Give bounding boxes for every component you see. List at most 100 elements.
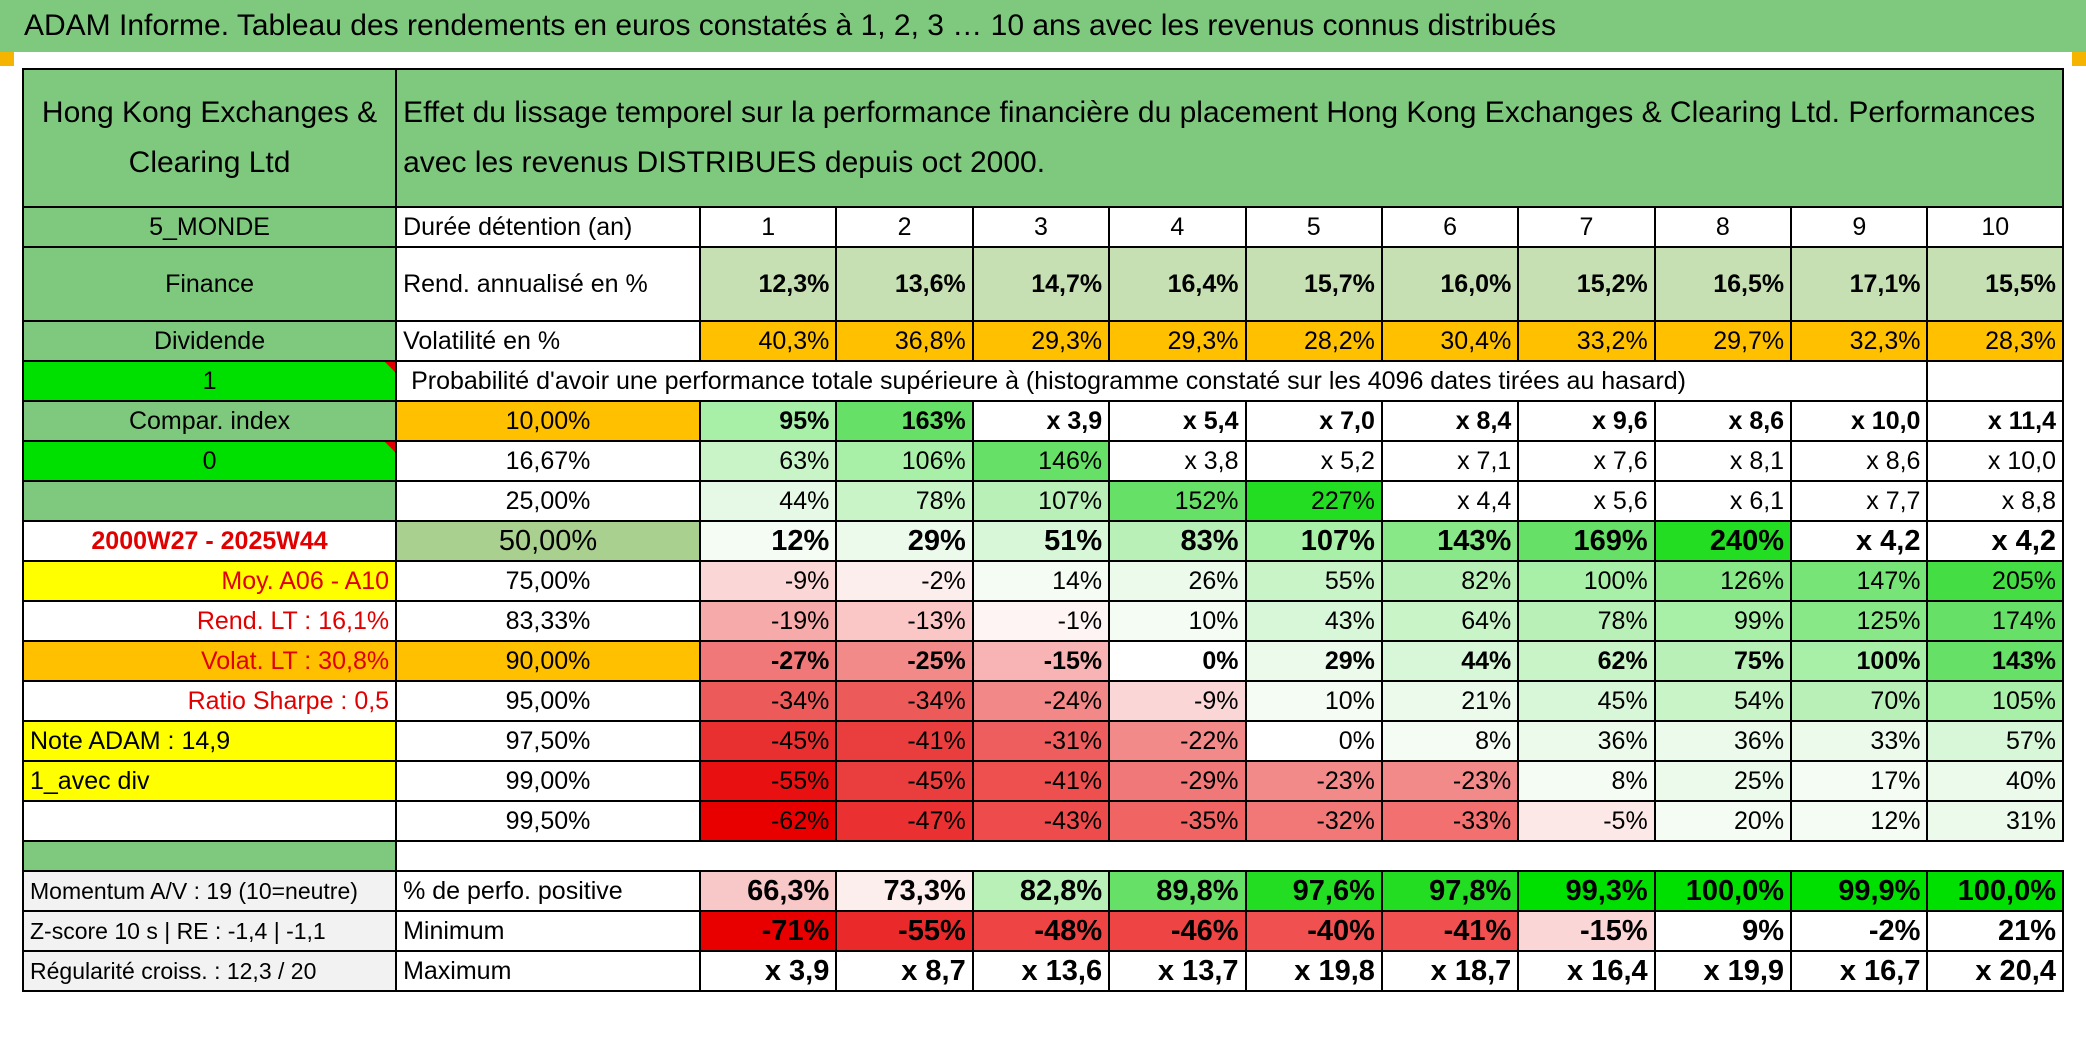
probability-cell: 29% [1244,640,1383,682]
probability-title: Probabilité d'avoir une performance tota… [395,360,1792,402]
probability-threshold: 99,00% [395,760,701,802]
annual-return-cell: 17,1% [1790,246,1929,322]
probability-cell: 64% [1380,600,1520,642]
probability-cell: 20% [1653,800,1793,842]
annual-return-cell: 16,5% [1653,246,1793,322]
probability-cell: 227% [1244,480,1383,522]
probability-cell: -32% [1244,800,1383,842]
annual-return-label: Rend. annualisé en % [395,246,701,322]
probability-cell: 70% [1790,680,1929,722]
volatility-cell: 29,3% [971,320,1111,362]
probability-cell: x 11,4 [1926,400,2064,442]
probability-cell: 163% [835,400,974,442]
zscore-label: Z-score 10 s | RE : -1,4 | -1,1 [21,910,398,952]
probability-cell: x 4,2 [1926,520,2064,562]
probability-cell: 55% [1244,560,1383,602]
probability-cell: -29% [1108,760,1247,802]
maximum-cell: x 8,7 [835,950,974,992]
probability-cell: 99% [1653,600,1793,642]
probability-cell: 17% [1790,760,1929,802]
positive-perf-cell: 82,8% [971,870,1111,912]
minimum-cell: 21% [1926,910,2064,952]
probability-cell: 44% [698,480,838,522]
probability-cell: -13% [835,600,974,642]
probability-cell: -27% [698,640,838,682]
probability-cell: 54% [1653,680,1793,722]
probability-cell: -34% [835,680,974,722]
probability-cell: -1% [971,600,1111,642]
returns-table: Hong Kong Exchanges & Clearing Ltd Effet… [21,68,2064,992]
spacer [396,841,2063,871]
probability-cell: 169% [1517,520,1656,562]
empty-cell [1926,360,2064,402]
year-header: 9 [1790,206,1929,248]
maximum-cell: x 18,7 [1380,950,1520,992]
type-label: Dividende [21,320,398,362]
probability-cell: -34% [698,680,838,722]
probability-cell: x 10,0 [1926,440,2064,482]
probability-cell: -55% [698,760,838,802]
probability-cell: x 7,7 [1790,480,1929,522]
positive-perf-cell: 97,8% [1380,870,1520,912]
probability-cell: 45% [1517,680,1656,722]
long-term-return: Rend. LT : 16,1% [21,600,398,642]
probability-cell: 25% [1653,760,1793,802]
probability-cell: 240% [1653,520,1793,562]
maximum-label: Maximum [395,950,701,992]
probability-cell: 147% [1790,560,1929,602]
minimum-cell: -46% [1108,910,1247,952]
probability-cell: 106% [835,440,974,482]
probability-cell: 0% [1244,720,1383,762]
probability-threshold: 75,00% [395,560,701,602]
maximum-cell: x 16,4 [1517,950,1656,992]
probability-cell: -24% [971,680,1111,722]
volatility-cell: 30,4% [1380,320,1520,362]
annual-return-cell: 16,4% [1108,246,1247,322]
volatility-cell: 40,3% [698,320,838,362]
probability-cell: -41% [835,720,974,762]
volatility-cell: 28,3% [1926,320,2064,362]
probability-cell: 21% [1380,680,1520,722]
minimum-label: Minimum [395,910,701,952]
minimum-cell: -55% [835,910,974,952]
index-flag[interactable]: 1 [21,360,398,402]
empty-cell [1791,360,1928,402]
probability-cell: x 10,0 [1790,400,1929,442]
probability-cell: -62% [698,800,838,842]
annual-return-cell: 15,5% [1926,246,2064,322]
positive-perf-cell: 73,3% [835,870,974,912]
probability-cell: 62% [1517,640,1656,682]
probability-cell: 107% [1244,520,1383,562]
year-header: 1 [698,206,838,248]
probability-cell: x 8,8 [1926,480,2064,522]
probability-cell: x 5,6 [1517,480,1656,522]
probability-cell: 75% [1653,640,1793,682]
long-term-volatility: Volat. LT : 30,8% [21,640,398,682]
average-label: Moy. A06 - A10 [21,560,398,602]
probability-cell: 43% [1244,600,1383,642]
probability-cell: 100% [1517,560,1656,602]
probability-cell: -15% [971,640,1111,682]
volatility-cell: 29,7% [1653,320,1793,362]
probability-cell: 174% [1926,600,2064,642]
corner-marker-top-left [0,52,14,66]
probability-cell: -23% [1244,760,1383,802]
compare-index-flag[interactable]: 0 [21,440,398,482]
maximum-cell: x 13,6 [971,950,1111,992]
year-header: 5 [1244,206,1383,248]
minimum-cell: 9% [1653,910,1793,952]
volatility-cell: 33,2% [1517,320,1656,362]
probability-cell: 78% [1517,600,1656,642]
probability-cell: 33% [1790,720,1929,762]
probability-cell: x 7,1 [1380,440,1520,482]
positive-perf-cell: 100,0% [1926,870,2064,912]
corner-marker-top-right [2072,52,2086,66]
probability-threshold: 83,33% [395,600,701,642]
probability-threshold: 97,50% [395,720,701,762]
annual-return-cell: 14,7% [971,246,1111,322]
volatility-cell: 36,8% [835,320,974,362]
annual-return-cell: 15,7% [1244,246,1383,322]
probability-threshold: 90,00% [395,640,701,682]
probability-cell: -9% [698,560,838,602]
probability-cell: 36% [1653,720,1793,762]
